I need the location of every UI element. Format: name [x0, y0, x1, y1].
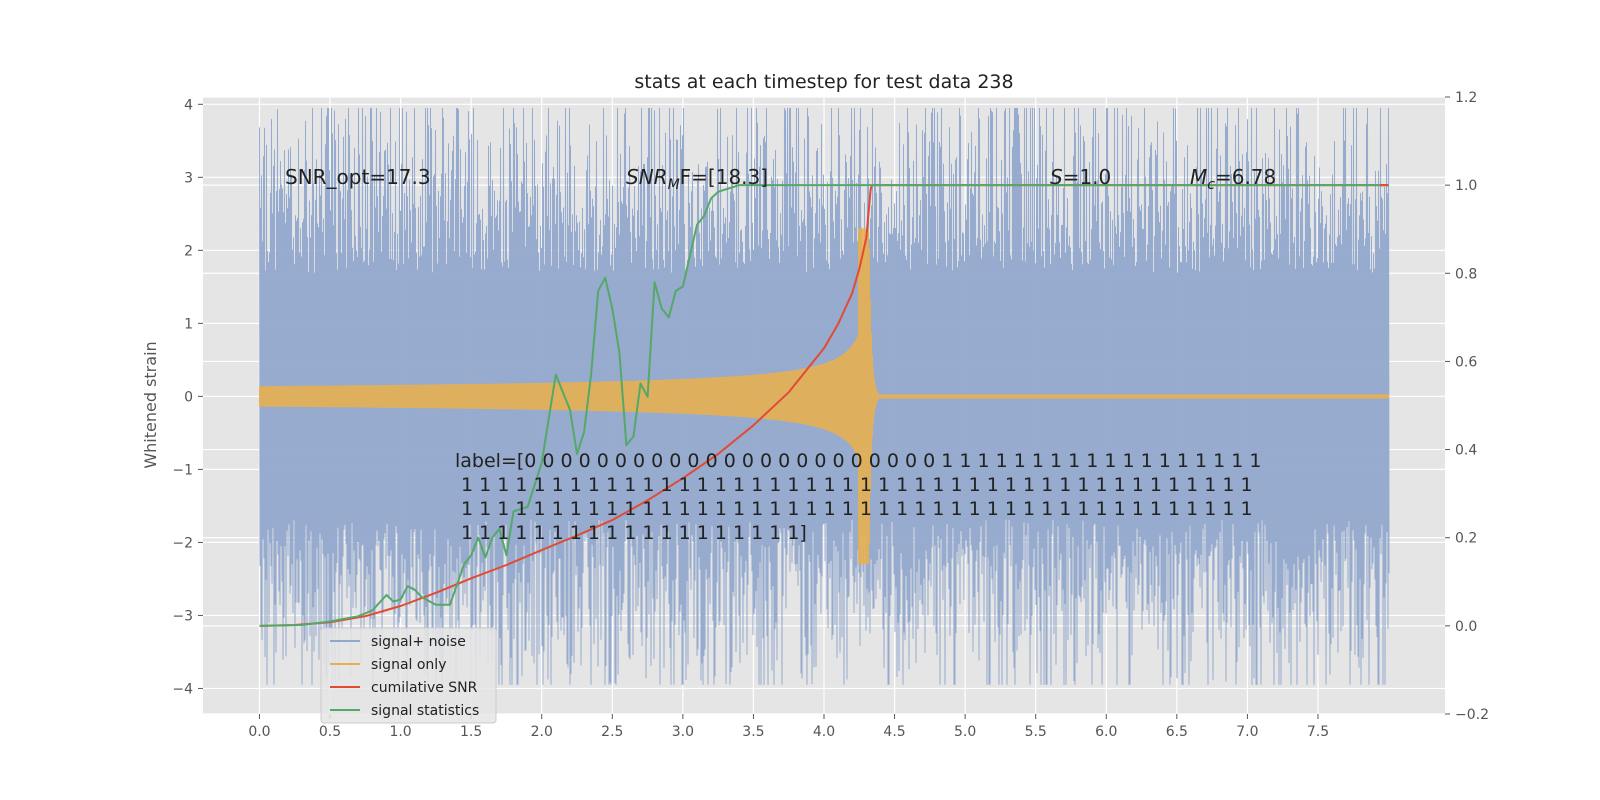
y2-tick-label: 0.2 [1455, 531, 1477, 547]
annotation-s: S=1.0 [1050, 165, 1111, 189]
x-tick-label: 1.5 [460, 724, 482, 740]
y-tick-label: 0 [184, 389, 193, 405]
snr-mf-sub: M [668, 177, 680, 193]
label-line-2: 1 1 1 1 1 1 1 1 1 1 1 1 1 1 1 1 1 1 1 1 … [455, 474, 1253, 496]
y-tick-label: 3 [184, 170, 193, 186]
legend-label-signal-statistics: signal statistics [371, 703, 479, 719]
annotation-mc: Mc=6.78 [1190, 165, 1276, 193]
y2-tick-label: 1.0 [1455, 178, 1477, 194]
y2-tick-label: −0.2 [1455, 707, 1489, 723]
axes-layer: 0.0 0.5 1.0 1.5 2.0 2.5 3.0 3.5 4.0 4.5 5.0 5.5 6.0 6… [172, 90, 1489, 740]
y-axis-label: Whitened strain [141, 341, 160, 468]
y-tick-label: −2 [172, 535, 193, 551]
annotation-snr-opt: SNR_opt=17.3 [285, 165, 431, 189]
y-tick-label: −4 [172, 681, 193, 697]
y2-tick-label: 0.6 [1455, 354, 1477, 370]
x-tick-label: 5.0 [954, 724, 976, 740]
y-tick-label: 4 [184, 97, 193, 113]
x-tick-label: 4.5 [883, 724, 905, 740]
y-tick-label: −1 [172, 462, 193, 478]
mc-val: =6.78 [1215, 165, 1276, 189]
x-tick-label: 7.5 [1307, 724, 1329, 740]
y-tick-label: 2 [184, 243, 193, 259]
series-signal-statistics [259, 184, 1389, 627]
legend: signal+ noise signal only cumilative SNR… [320, 627, 497, 724]
chart-title: stats at each timestep for test data 238 [634, 71, 1013, 93]
legend-item-signal-only: signal only [330, 657, 446, 673]
series-cumilative-snr [259, 184, 1389, 627]
x-tick-label: 0.5 [319, 724, 341, 740]
legend-box [320, 627, 497, 724]
legend-item-signal-noise: signal+ noise [330, 634, 466, 650]
label-annotation: label=[0 0 0 0 0 0 0 0 0 0 0 0 0 0 0 0 0… [455, 450, 1262, 544]
annotation-snr-mf: SNRMF=[18.3] [626, 165, 768, 193]
plot-layer [258, 107, 1390, 685]
x-tick-label: 7.0 [1236, 724, 1258, 740]
legend-label-signal-noise: signal+ noise [371, 634, 466, 650]
y-tick-label: 1 [184, 316, 193, 332]
y2-tick-label: 0.0 [1455, 619, 1477, 635]
x-tick-label: 3.5 [742, 724, 764, 740]
snr-mf-rest: F=[18.3] [680, 165, 768, 189]
legend-label-signal-only: signal only [371, 657, 446, 673]
label-line-1: label=[0 0 0 0 0 0 0 0 0 0 0 0 0 0 0 0 0… [455, 450, 1262, 472]
mc-sub: c [1207, 177, 1215, 193]
legend-item-signal-statistics: signal statistics [330, 703, 479, 719]
s-var: S [1050, 165, 1063, 189]
snr-mf-main: SNR [626, 165, 668, 189]
x-tick-label: 1.0 [389, 724, 411, 740]
mc-var: M [1190, 165, 1207, 189]
x-tick-label: 2.5 [601, 724, 623, 740]
y2-tick-label: 0.8 [1455, 266, 1477, 282]
label-line-4: 1 1 1 1 1 1 1 1 1 1 1 1 1 1 1 1 1 1 1] [455, 522, 807, 544]
y2-tick-label: 1.2 [1455, 90, 1477, 106]
label-line-3: 1 1 1 1 1 1 1 1 1 1 1 1 1 1 1 1 1 1 1 1 … [455, 498, 1253, 520]
x-tick-label: 5.5 [1025, 724, 1047, 740]
y-tick-label: −3 [172, 608, 193, 624]
y2-tick-label: 0.4 [1455, 443, 1477, 459]
legend-item-cumilative-snr: cumilative SNR [330, 680, 478, 696]
x-tick-label: 3.0 [672, 724, 694, 740]
x-tick-label: 0.0 [248, 724, 270, 740]
s-val: =1.0 [1063, 165, 1112, 189]
legend-label-cumilative-snr: cumilative SNR [371, 680, 478, 696]
x-tick-label: 4.0 [813, 724, 835, 740]
series-signal-only [258, 228, 1390, 565]
x-tick-label: 6.0 [1095, 724, 1117, 740]
x-tick-label: 2.0 [531, 724, 553, 740]
x-tick-label: 6.5 [1166, 724, 1188, 740]
